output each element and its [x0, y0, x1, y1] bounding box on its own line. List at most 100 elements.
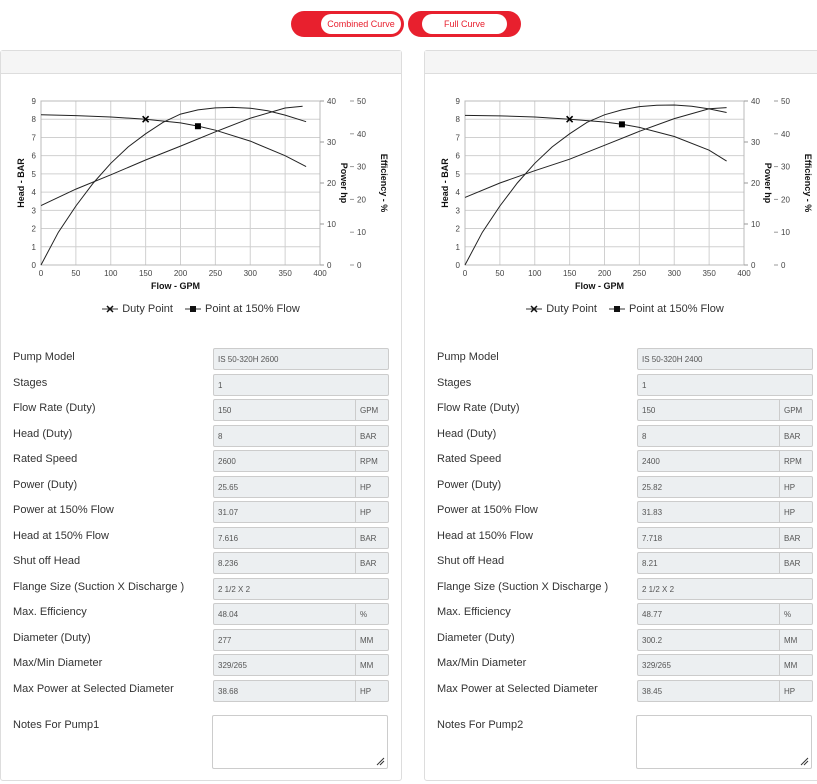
resize-grip-icon[interactable] — [799, 756, 809, 766]
field-model-input[interactable]: IS 50-320H 2400 — [637, 348, 813, 370]
150-flow-point-marker[interactable] — [618, 121, 625, 128]
field-row-power: Power (Duty) 25.82 HP — [425, 476, 817, 498]
field-maxeff-value: 48.04 — [218, 610, 239, 619]
duty-point-marker[interactable] — [566, 115, 574, 123]
pump-curve-chart: 0 50 100 150 200 250 300 350 400 0 1 2 3 4 5 6 7 8 9 0 10 20 3… — [1, 87, 401, 317]
power-tick-label: 0 — [751, 261, 756, 270]
notes-textarea[interactable] — [636, 715, 812, 769]
legend-square-marker-icon — [608, 306, 625, 312]
field-shutoff-input[interactable]: 8.236 BAR — [213, 552, 389, 574]
duty-point-marker[interactable] — [142, 115, 150, 123]
resize-grip-icon[interactable] — [375, 756, 385, 766]
tab-full-curve[interactable]: Full Curve — [408, 11, 521, 37]
field-label-speed: Rated Speed — [13, 453, 78, 465]
head-tick-label: 2 — [32, 225, 37, 234]
field-maxpower-input[interactable]: 38.68 HP — [213, 680, 389, 702]
field-row-power150: Power at 150% Flow 31.07 HP — [1, 501, 401, 523]
tab-full-curve-label[interactable]: Full Curve — [422, 14, 507, 34]
field-label-head: Head (Duty) — [13, 428, 73, 440]
head-tick-label: 2 — [456, 225, 461, 234]
legend-150-point[interactable]: Point at 150% Flow — [608, 303, 724, 315]
field-flow-unit: GPM — [355, 400, 388, 420]
chart-legend: Duty Point Point at 150% Flow — [1, 303, 401, 315]
field-maxmin-input[interactable]: 329/265 MM — [213, 654, 389, 676]
field-label-power: Power (Duty) — [437, 479, 502, 491]
field-label-stages: Stages — [13, 377, 48, 389]
field-speed-unit: RPM — [355, 451, 388, 471]
efficiency-axis-label: Efficiency - % — [379, 154, 389, 213]
field-row-maxpower: Max Power at Selected Diameter 38.45 HP — [425, 680, 817, 702]
field-flange-value: 2 1/2 X 2 — [218, 585, 251, 594]
field-power-input[interactable]: 25.82 HP — [637, 476, 813, 498]
efficiency-tick-label: 10 — [781, 228, 790, 237]
field-label-maxeff: Max. Efficiency — [13, 606, 87, 618]
power-curve-line — [464, 107, 727, 198]
field-speed-input[interactable]: 2400 RPM — [637, 450, 813, 472]
efficiency-axis-label: Efficiency - % — [803, 154, 813, 213]
field-label-head150: Head at 150% Flow — [13, 530, 109, 542]
field-row-stages: Stages 1 — [1, 374, 401, 396]
field-diameter-input[interactable]: 300.2 MM — [637, 629, 813, 651]
efficiency-curve-line — [40, 106, 307, 266]
field-model-value: IS 50-320H 2600 — [218, 355, 279, 364]
field-head150-input[interactable]: 7.616 BAR — [213, 527, 389, 549]
tab-combined-curve[interactable]: Combined Curve — [291, 11, 404, 37]
panel-header — [1, 51, 401, 74]
field-model-value: IS 50-320H 2400 — [642, 355, 703, 364]
field-maxpower-unit: HP — [355, 681, 388, 701]
legend-150-point[interactable]: Point at 150% Flow — [184, 303, 300, 315]
field-row-head150: Head at 150% Flow 7.616 BAR — [1, 527, 401, 549]
field-power150-unit: HP — [779, 502, 812, 522]
field-speed-input[interactable]: 2600 RPM — [213, 450, 389, 472]
notes-label: Notes For Pump1 — [13, 719, 100, 731]
150-flow-point-marker[interactable] — [194, 123, 201, 130]
field-label-flange: Flange Size (Suction X Discharge ) — [13, 581, 185, 593]
field-label-power150: Power at 150% Flow — [437, 504, 538, 516]
notes-textarea[interactable] — [212, 715, 388, 769]
field-flow-value: 150 — [642, 406, 656, 415]
field-maxpower-value: 38.68 — [218, 687, 239, 696]
field-head-input[interactable]: 8 BAR — [637, 425, 813, 447]
field-maxeff-unit: % — [779, 604, 812, 624]
legend-150-label: Point at 150% Flow — [204, 303, 300, 315]
field-maxpower-input[interactable]: 38.45 HP — [637, 680, 813, 702]
field-shutoff-input[interactable]: 8.21 BAR — [637, 552, 813, 574]
field-row-head150: Head at 150% Flow 7.718 BAR — [425, 527, 817, 549]
field-head150-input[interactable]: 7.718 BAR — [637, 527, 813, 549]
field-row-maxeff: Max. Efficiency 48.04% — [1, 603, 401, 625]
field-flange-input[interactable]: 2 1/2 X 2 — [213, 578, 389, 600]
field-diameter-input[interactable]: 277 MM — [213, 629, 389, 651]
legend-duty-point[interactable]: Duty Point — [102, 303, 173, 315]
field-row-speed: Rated Speed 2600 RPM — [1, 450, 401, 472]
field-head150-value: 7.616 — [218, 534, 239, 543]
head-tick-label: 3 — [32, 206, 37, 215]
x-tick-label: 0 — [39, 269, 44, 278]
field-stages-input[interactable]: 1 — [637, 374, 813, 396]
field-stages-input[interactable]: 1 — [213, 374, 389, 396]
curve-tabs: Combined Curve Full Curve — [0, 11, 817, 37]
field-head-input[interactable]: 8 BAR — [213, 425, 389, 447]
efficiency-tick-label: 20 — [781, 195, 790, 204]
field-label-diameter: Diameter (Duty) — [13, 632, 91, 644]
field-power-input[interactable]: 25.65 HP — [213, 476, 389, 498]
tab-combined-curve-label[interactable]: Combined Curve — [321, 14, 401, 34]
field-row-diameter: Diameter (Duty) 300.2 MM — [425, 629, 817, 651]
field-power150-input[interactable]: 31.83 HP — [637, 501, 813, 523]
field-speed-unit: RPM — [779, 451, 812, 471]
legend-duty-point[interactable]: Duty Point — [526, 303, 597, 315]
x-tick-label: 50 — [71, 269, 80, 278]
chart-legend: Duty Point Point at 150% Flow — [425, 303, 817, 315]
field-diameter-unit: MM — [355, 630, 388, 650]
field-row-shutoff: Shut off Head 8.21 BAR — [425, 552, 817, 574]
head-tick-label: 9 — [32, 97, 37, 106]
field-flow-input[interactable]: 150 GPM — [213, 399, 389, 421]
field-power150-input[interactable]: 31.07 HP — [213, 501, 389, 523]
field-flange-input[interactable]: 2 1/2 X 2 — [637, 578, 813, 600]
field-maxeff-input[interactable]: 48.77% — [637, 603, 813, 625]
field-label-flow: Flow Rate (Duty) — [13, 402, 96, 414]
field-maxmin-input[interactable]: 329/265 MM — [637, 654, 813, 676]
efficiency-curve-line — [464, 104, 727, 266]
field-model-input[interactable]: IS 50-320H 2600 — [213, 348, 389, 370]
field-maxeff-input[interactable]: 48.04% — [213, 603, 389, 625]
field-flow-input[interactable]: 150 GPM — [637, 399, 813, 421]
